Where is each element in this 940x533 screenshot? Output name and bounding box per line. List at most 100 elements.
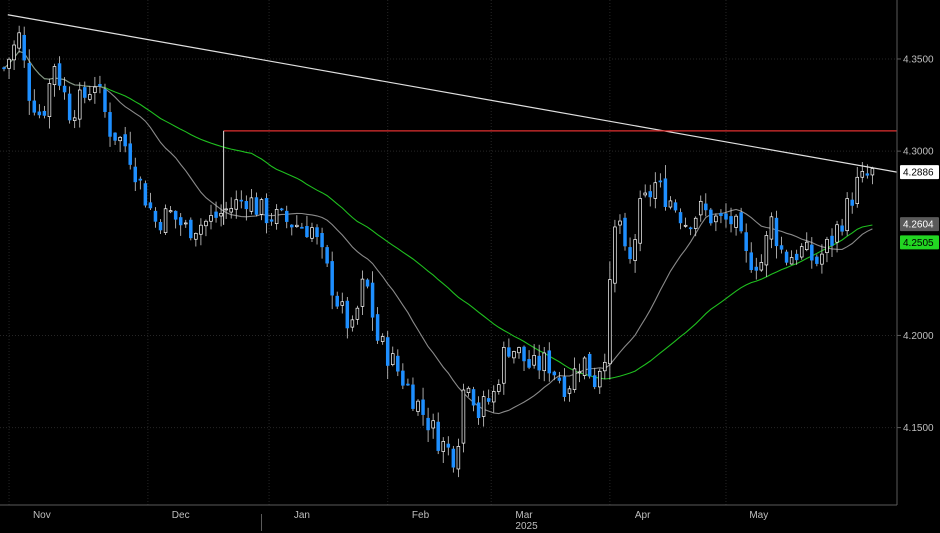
candle (815, 254, 819, 267)
candle-body (27, 63, 31, 101)
candle (794, 249, 799, 265)
candle-body (7, 58, 11, 69)
candle (628, 237, 632, 264)
candle-body (497, 384, 501, 392)
candle (552, 370, 557, 381)
x-tick-label: Apr (635, 510, 651, 521)
candle-body (789, 257, 794, 265)
candle-body (769, 216, 774, 240)
candle (325, 244, 329, 268)
candle (57, 56, 62, 91)
candle (471, 386, 476, 412)
candle (17, 25, 21, 53)
candle (219, 204, 223, 227)
candle-body (633, 239, 637, 261)
candle-body (542, 352, 546, 372)
candle-body (355, 307, 360, 320)
candle-body (724, 213, 728, 220)
candle (441, 437, 445, 463)
candle (209, 204, 213, 230)
candle-body (269, 219, 274, 222)
x-tick-label: Feb (412, 510, 430, 521)
price-labels: 4.2886 4.2604 4.2505 (900, 165, 939, 250)
candle-body (209, 215, 213, 222)
candle (370, 271, 375, 331)
candle (385, 330, 390, 380)
candle (406, 378, 410, 386)
candle-body (774, 217, 779, 247)
candle-body (865, 173, 870, 176)
candle (648, 184, 653, 207)
candle (431, 413, 435, 439)
candle-body (446, 443, 451, 448)
candle-body (845, 198, 849, 232)
candle (592, 367, 597, 390)
candle-body (436, 421, 440, 451)
candle-body (592, 375, 597, 388)
candle (532, 344, 536, 369)
price-label-value: 4.2505 (903, 238, 934, 249)
candle (693, 216, 698, 237)
candle-body (426, 417, 430, 431)
candle (719, 209, 723, 224)
candle-body (648, 191, 653, 198)
candle (502, 341, 506, 395)
candle (608, 261, 612, 380)
candle-body (815, 256, 819, 264)
candle-body (527, 359, 531, 368)
candle-body (229, 208, 233, 213)
candle-body (411, 384, 415, 409)
candle (855, 167, 860, 208)
candle-body (153, 210, 158, 222)
candle-body (764, 235, 769, 266)
candle-body (305, 226, 309, 238)
candle (138, 176, 143, 190)
candle-body (194, 233, 198, 240)
candle-body (481, 396, 486, 417)
candle (98, 75, 102, 94)
candle (643, 184, 647, 198)
candle (830, 228, 834, 258)
candle (658, 173, 663, 188)
candle (673, 199, 678, 213)
price-label-value: 4.2604 (903, 220, 934, 231)
candle (709, 207, 713, 226)
candle-body (734, 215, 738, 228)
candle-body (67, 93, 72, 121)
candle-body (52, 66, 57, 86)
candle-body (562, 376, 567, 397)
candle-body (184, 222, 188, 225)
candle-body (163, 208, 168, 233)
candle-body (522, 346, 526, 362)
candle (466, 386, 471, 397)
candle-body (401, 370, 405, 386)
candle-body (234, 199, 238, 210)
candle-body (12, 44, 16, 61)
candle (269, 212, 274, 226)
y-tick-label: 4.2000 (903, 331, 934, 342)
candle (178, 213, 183, 236)
candle (340, 292, 345, 314)
candle (401, 363, 405, 390)
candle (547, 342, 552, 382)
candle (37, 104, 42, 119)
candle (764, 231, 769, 277)
candle-body (476, 402, 481, 419)
candle-body (628, 247, 632, 260)
candle-body (123, 134, 127, 147)
candle-body (72, 117, 77, 121)
x-tick-label: Dec (172, 510, 190, 521)
candle-body (668, 200, 673, 208)
candle (274, 204, 279, 230)
candle (633, 233, 637, 273)
candle-body (855, 176, 860, 204)
candle-body (340, 301, 345, 306)
candle-body (537, 355, 541, 371)
candle-body (83, 87, 87, 98)
candle (461, 383, 466, 453)
candle-body (491, 391, 496, 403)
candle (557, 371, 562, 384)
price-label-box (900, 235, 939, 250)
candle-body (396, 355, 400, 372)
